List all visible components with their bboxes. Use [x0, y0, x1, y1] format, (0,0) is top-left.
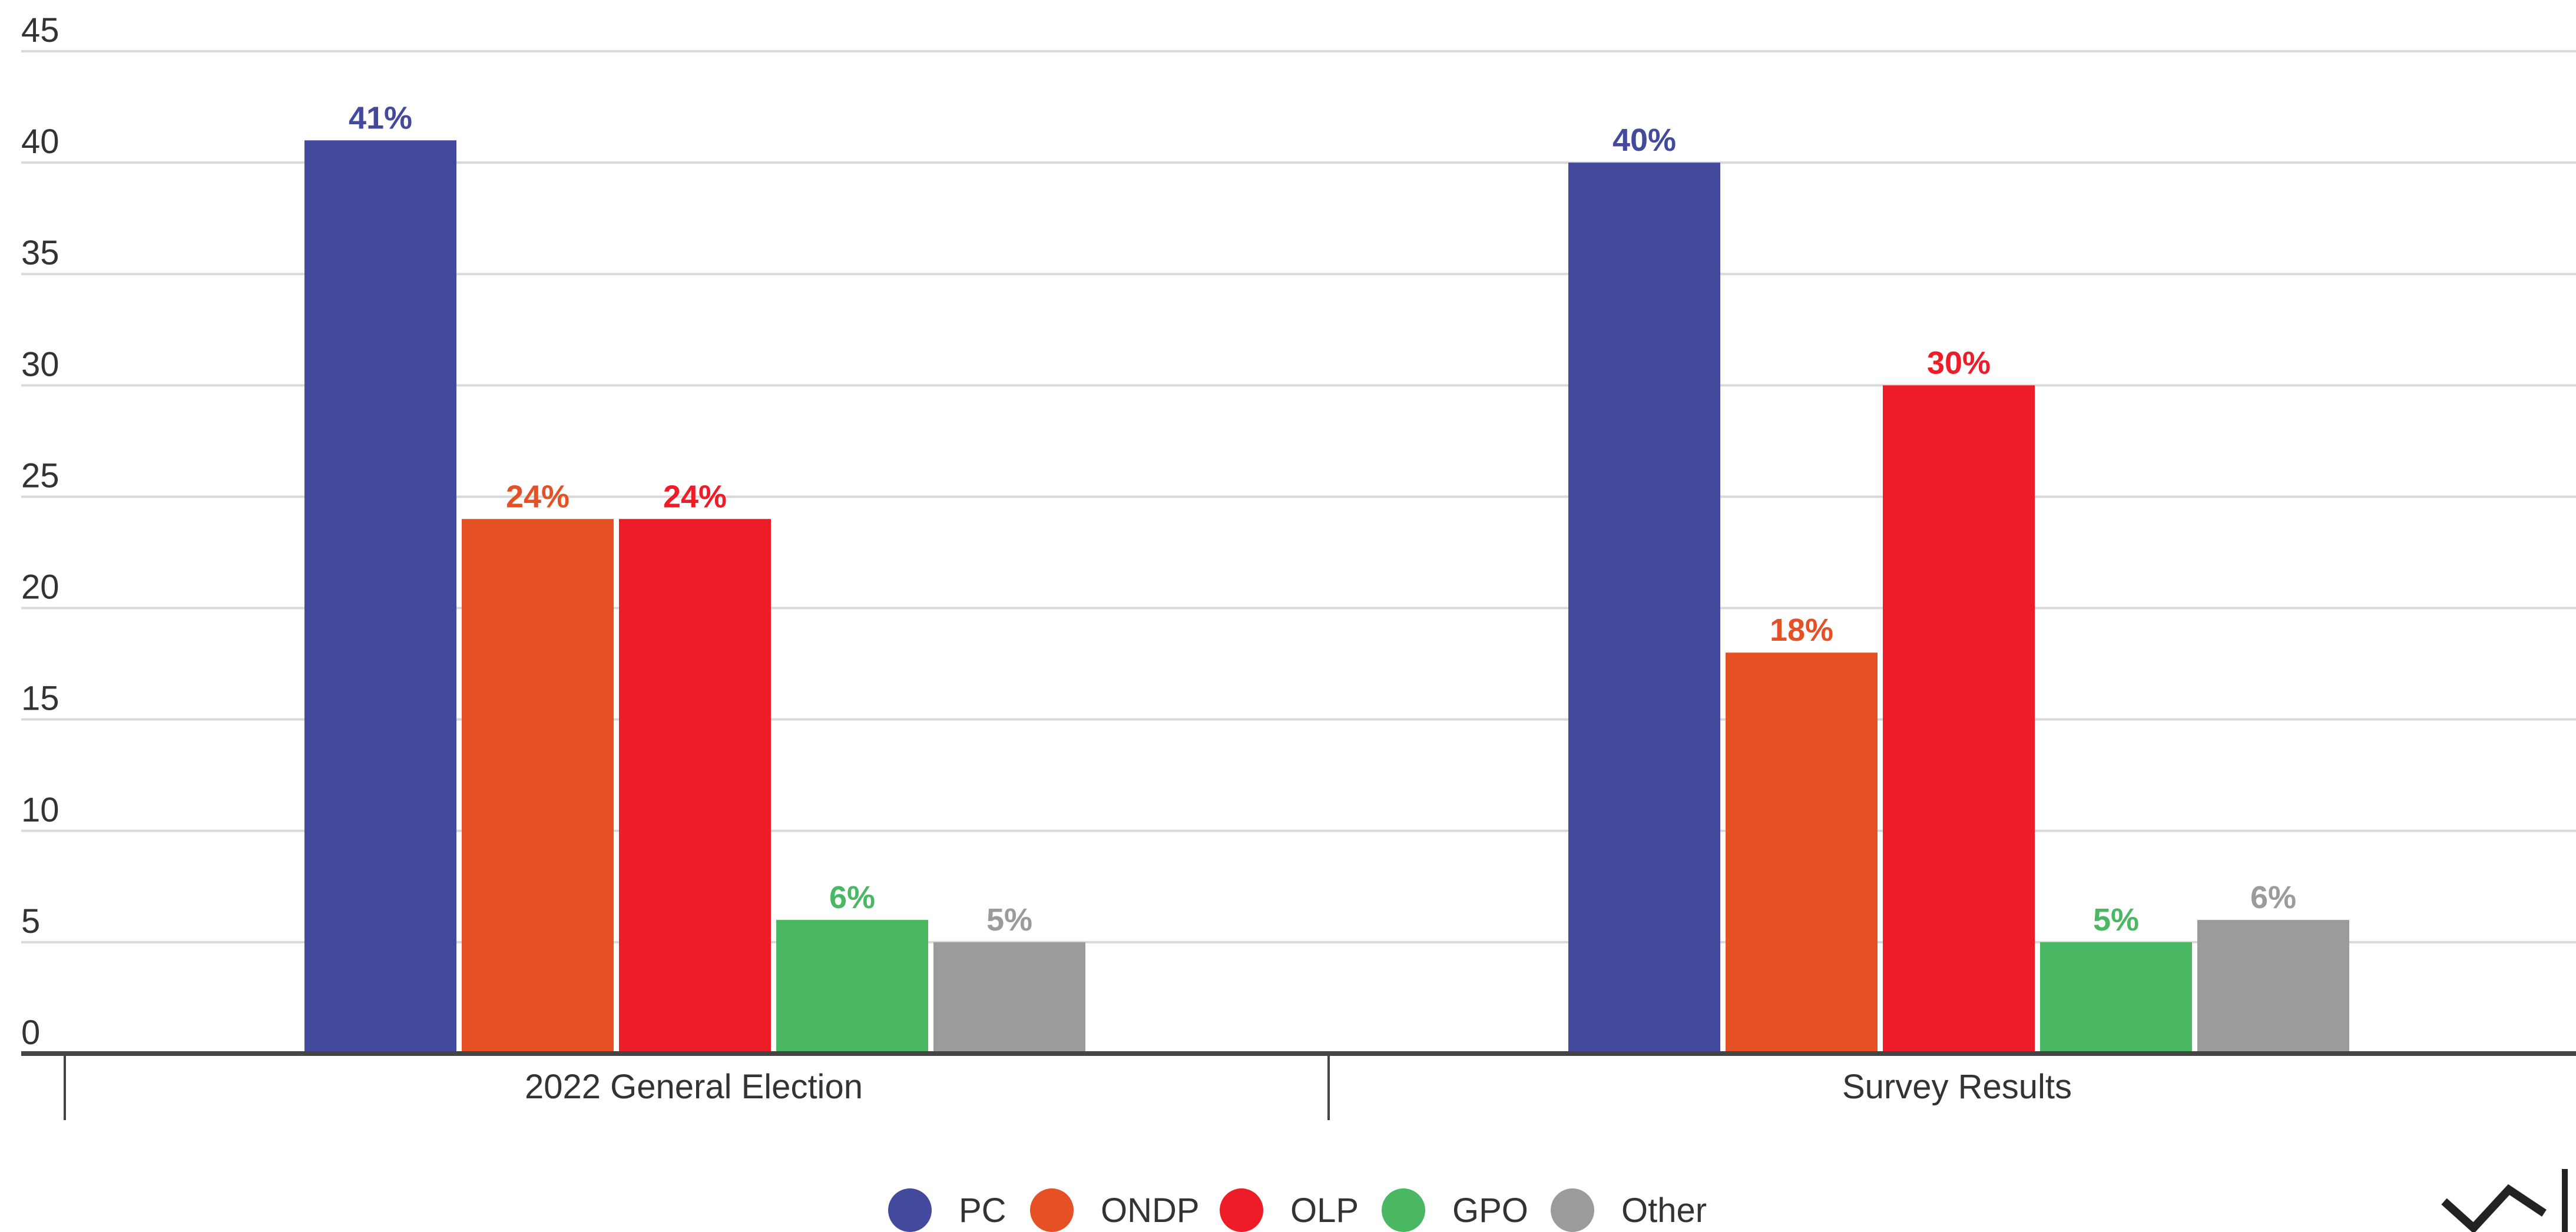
- legend-swatch-ondp: [1030, 1188, 1074, 1232]
- legend-swatch-other: [1551, 1188, 1594, 1232]
- y-tick-label: 10: [21, 791, 59, 829]
- y-tick-label: 25: [21, 456, 59, 495]
- y-tick-label: 0: [21, 1014, 40, 1052]
- bar-olp-0: [619, 519, 771, 1054]
- bar-ondp-0: [462, 519, 614, 1054]
- legend-label: OLP: [1290, 1191, 1359, 1230]
- data-label: 5%: [2093, 902, 2139, 938]
- data-label: 6%: [2250, 880, 2296, 915]
- legend-label: GPO: [1452, 1191, 1528, 1230]
- bar-pc-0: [304, 140, 456, 1054]
- bars: 41% 24% 24% 6% 5% 40% 18% 30% 5% 6%: [304, 100, 2349, 1054]
- legend: PC ONDP OLP GPO Other: [888, 1188, 1707, 1232]
- y-tick-label: 5: [21, 902, 40, 940]
- y-tick-label: 30: [21, 345, 59, 383]
- y-tick-label: 35: [21, 234, 59, 272]
- legend-label: ONDP: [1101, 1191, 1200, 1230]
- data-label: 30%: [1927, 345, 1991, 380]
- data-label: 24%: [663, 479, 727, 514]
- bar-other-0: [933, 942, 1085, 1054]
- legend-swatch-pc: [888, 1188, 932, 1232]
- legend-label: PC: [959, 1191, 1006, 1230]
- data-label: 41%: [349, 100, 412, 135]
- x-category-label: Survey Results: [1842, 1068, 2072, 1106]
- bar-pc-1: [1568, 163, 1720, 1054]
- bar-ondp-1: [1726, 653, 1878, 1054]
- x-category-label: 2022 General Election: [525, 1068, 863, 1106]
- bar-other-1: [2197, 920, 2349, 1054]
- data-label: 5%: [986, 902, 1032, 938]
- y-tick-label: 20: [21, 568, 59, 607]
- legend-label: Other: [1621, 1191, 1707, 1230]
- data-label: 24%: [506, 479, 569, 514]
- brand-logo-icon: [2441, 1169, 2568, 1232]
- data-label: 6%: [829, 880, 875, 915]
- legend-swatch-gpo: [1382, 1188, 1425, 1232]
- y-axis: 0 5 10 15 20 25 30 35 40 45: [21, 11, 59, 1052]
- bar-gpo-0: [776, 920, 928, 1054]
- bar-gpo-1: [2040, 942, 2192, 1054]
- y-tick-label: 45: [21, 11, 59, 49]
- data-label: 18%: [1770, 612, 1833, 648]
- data-label: 40%: [1613, 122, 1676, 158]
- y-tick-label: 15: [21, 680, 59, 718]
- bar-olp-1: [1883, 385, 2035, 1054]
- legend-swatch-olp: [1220, 1188, 1263, 1232]
- x-axis: 2022 General Election Survey Results: [21, 1051, 2576, 1120]
- y-tick-label: 40: [21, 122, 59, 161]
